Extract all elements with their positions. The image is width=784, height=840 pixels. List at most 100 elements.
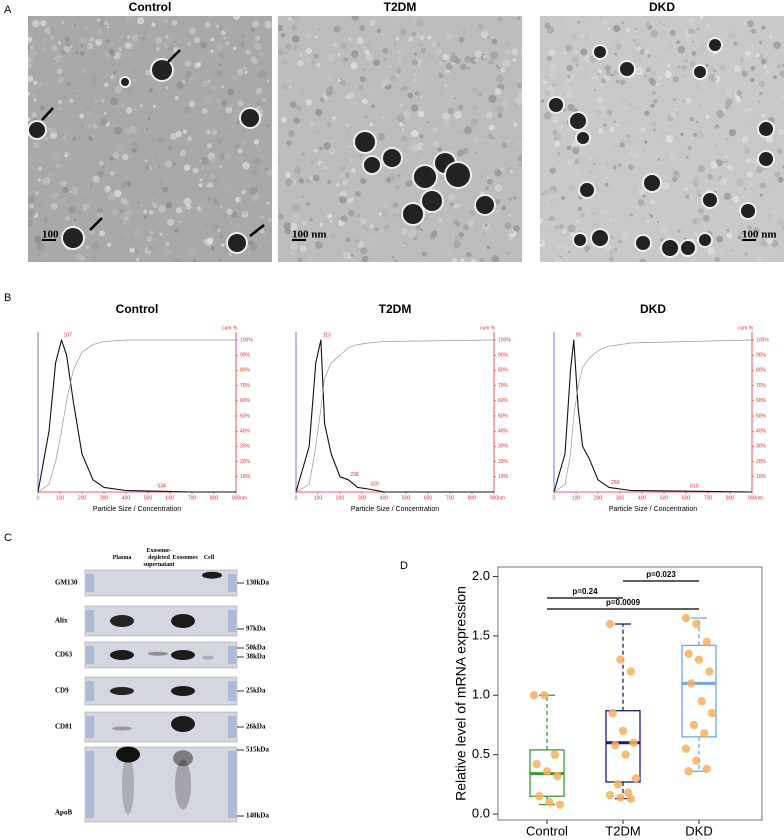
texture [284, 51, 288, 55]
ladder [228, 610, 236, 632]
texture [61, 50, 66, 55]
texture [152, 149, 159, 157]
texture [481, 30, 489, 39]
texture [540, 99, 545, 103]
texture [484, 186, 489, 191]
lane-label: Exosomes [172, 555, 198, 561]
texture [566, 145, 572, 151]
texture [437, 147, 443, 152]
texture [243, 212, 246, 215]
texture [481, 232, 486, 236]
texture [407, 92, 414, 99]
texture [432, 140, 440, 147]
arrow [89, 217, 103, 231]
texture [121, 213, 130, 222]
texture [505, 69, 512, 75]
texture [33, 141, 41, 149]
peak-label: 250 [611, 480, 620, 486]
texture [580, 33, 585, 39]
texture [47, 172, 52, 177]
x-tick-label: 600 [424, 495, 433, 501]
texture [764, 57, 769, 62]
ladder [228, 716, 236, 738]
texture [621, 21, 625, 25]
texture [604, 182, 609, 187]
x-tick-label: 400 [638, 495, 647, 501]
y2-tick-label: 70% [756, 383, 767, 389]
texture [457, 238, 461, 242]
texture [253, 157, 260, 165]
texture [634, 127, 639, 132]
texture [142, 71, 145, 74]
texture [689, 117, 694, 122]
image-title: Control [129, 0, 172, 14]
texture [337, 52, 342, 57]
texture [577, 206, 582, 211]
texture [298, 178, 305, 184]
texture [278, 158, 281, 163]
texture [228, 252, 233, 256]
texture [28, 75, 34, 82]
texture [614, 247, 617, 251]
texture [183, 164, 191, 171]
texture [347, 134, 352, 139]
texture [212, 130, 218, 136]
texture [447, 107, 455, 115]
data-point [545, 797, 554, 807]
data-point [687, 679, 696, 688]
texture [161, 236, 165, 239]
texture [221, 212, 228, 218]
texture [98, 160, 104, 166]
texture [736, 178, 744, 186]
texture [418, 66, 422, 70]
texture [469, 39, 477, 46]
texture [695, 190, 700, 195]
particle [241, 109, 259, 127]
texture [29, 46, 34, 50]
texture [346, 197, 353, 204]
texture [110, 41, 116, 47]
texture [282, 84, 289, 90]
texture [555, 80, 561, 85]
texture [759, 233, 764, 238]
texture [560, 85, 567, 92]
texture [741, 136, 749, 143]
texture [330, 233, 337, 239]
texture [573, 158, 580, 165]
x-tick-label: 200 [78, 495, 87, 501]
texture [747, 126, 750, 129]
texture [550, 200, 553, 203]
texture [484, 227, 489, 232]
texture [48, 26, 56, 34]
texture [105, 38, 111, 44]
texture [698, 104, 703, 108]
texture [165, 241, 171, 247]
texture [746, 157, 752, 164]
texture [492, 254, 495, 258]
texture [264, 21, 272, 29]
band [116, 746, 140, 763]
texture [428, 53, 434, 58]
texture [632, 152, 639, 158]
texture [224, 28, 228, 33]
texture [494, 87, 502, 95]
texture [114, 85, 123, 94]
texture [447, 196, 452, 200]
particle [577, 132, 589, 144]
texture [104, 82, 109, 87]
x-tick-label: 700 [188, 495, 197, 501]
texture [696, 27, 700, 31]
texture [680, 132, 684, 136]
texture [452, 52, 456, 56]
texture [396, 173, 401, 178]
texture [723, 234, 726, 237]
texture [356, 37, 364, 45]
texture [402, 120, 406, 124]
texture [192, 167, 199, 174]
texture [408, 230, 417, 239]
band [175, 759, 191, 810]
marker-label: 130kDa [246, 579, 269, 587]
particle [699, 234, 711, 246]
texture [403, 110, 411, 119]
texture [121, 153, 129, 161]
